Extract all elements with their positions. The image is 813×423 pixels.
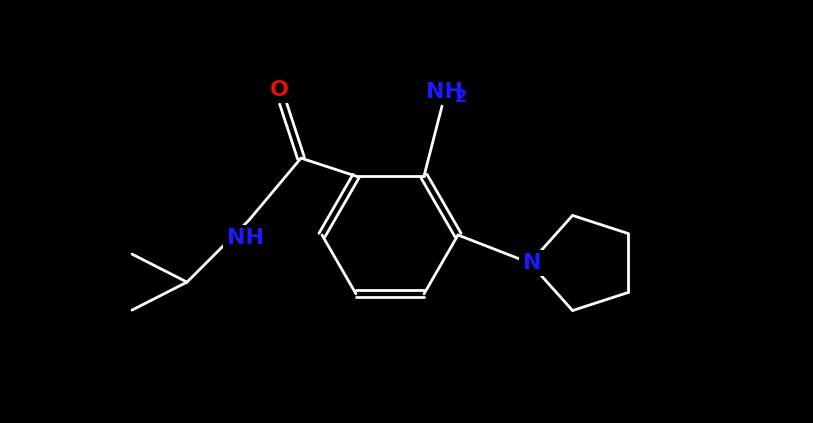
Text: N: N (523, 253, 541, 273)
Text: O: O (269, 80, 289, 100)
Text: NH: NH (227, 228, 263, 248)
Text: 2: 2 (454, 88, 467, 106)
Text: NH: NH (425, 82, 463, 102)
